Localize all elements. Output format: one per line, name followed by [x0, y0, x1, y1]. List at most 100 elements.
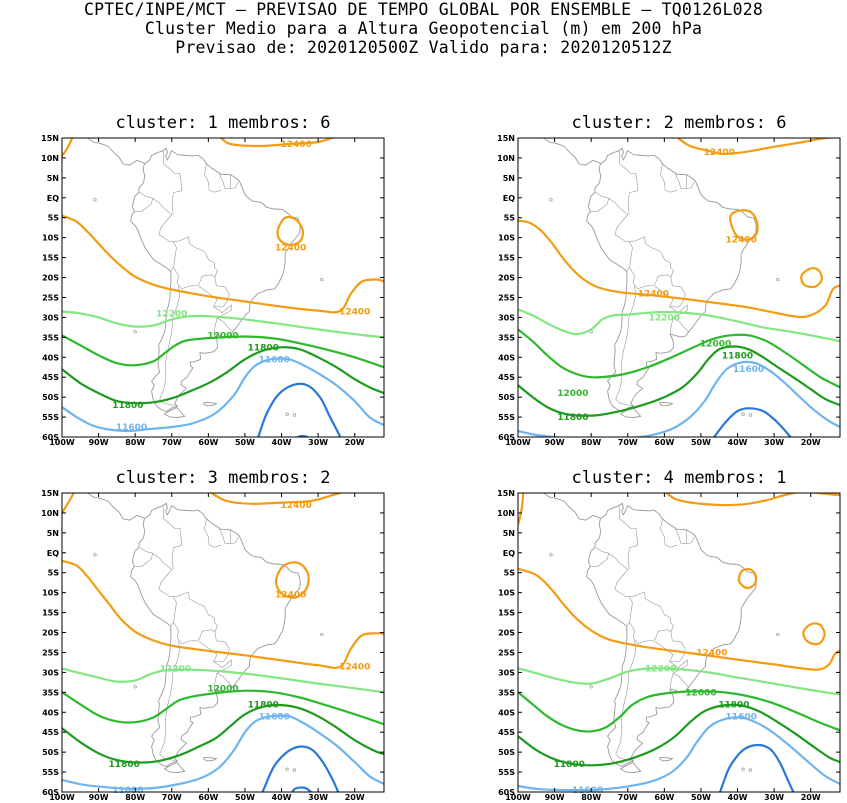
contour-label: 12400 [726, 236, 757, 246]
island-outline [285, 767, 289, 771]
island-outline [320, 277, 324, 282]
lon-tick-label: 30W [308, 438, 328, 447]
country-border [219, 173, 231, 189]
contour-line [518, 360, 840, 437]
contour-label: 11600 [259, 712, 290, 722]
island-outline [93, 553, 97, 557]
contour-label: 12400 [275, 591, 306, 601]
country-border [659, 518, 678, 548]
country-border [608, 552, 633, 627]
contour-line [62, 493, 75, 514]
island-outline [748, 768, 753, 772]
island-outline [292, 768, 297, 772]
lon-tick-label: 30W [308, 793, 328, 802]
lon-tick-label: 90W [89, 438, 109, 447]
caribbean-coastline [578, 493, 580, 494]
lat-tick-label: 5N [47, 174, 59, 183]
country-border [629, 622, 672, 645]
lon-tick-label: 50W [691, 793, 711, 802]
lat-tick-label: 30S [498, 668, 515, 677]
lon-tick-label: 60W [654, 793, 674, 802]
island-outline [741, 767, 745, 771]
country-border [198, 632, 230, 663]
lat-tick-label: 15N [41, 134, 59, 143]
lon-tick-label: 20W [345, 438, 365, 447]
lat-tick-label: 45S [42, 728, 59, 737]
contour-label: 11800 [554, 760, 585, 770]
lon-tick-label: 70W [618, 438, 638, 447]
country-border [618, 150, 639, 215]
caribbean-coastline [578, 138, 580, 139]
lat-tick-label: 25S [498, 293, 515, 302]
contour-line [62, 346, 384, 405]
map-frame [517, 492, 841, 793]
contour-line [518, 328, 840, 389]
lat-tick-label: 60S [42, 433, 59, 442]
country-border [629, 267, 672, 290]
country-border [159, 285, 181, 407]
lon-tick-label: 100W [49, 793, 75, 802]
lat-tick-label: 15S [498, 254, 515, 263]
country-border [213, 659, 233, 688]
contour-label: 12400 [281, 140, 312, 150]
lat-tick-label: 60S [498, 433, 515, 442]
country-border [686, 530, 695, 545]
contour-label: 11600 [116, 423, 147, 433]
country-border [669, 673, 674, 690]
island-outline [292, 413, 297, 417]
lat-tick-label: 40S [498, 708, 515, 717]
contour-label: 12400 [696, 648, 727, 658]
country-border [669, 659, 689, 688]
contour-line [518, 219, 840, 319]
country-border [615, 285, 637, 407]
island-outline [262, 438, 265, 441]
lat-tick-label: 55S [498, 413, 515, 422]
country-border [203, 518, 222, 548]
lat-tick-label: 20S [42, 629, 59, 638]
country-border [134, 191, 154, 212]
lat-tick-label: 25S [498, 648, 515, 657]
country-border [173, 236, 218, 278]
contour-line [800, 266, 823, 289]
contour-label: 12000 [557, 389, 588, 399]
lon-tick-label: 40W [728, 438, 748, 447]
lon-tick-label: 50W [691, 438, 711, 447]
lat-tick-label: 50S [42, 393, 59, 402]
contour-line [257, 382, 342, 437]
contour-label: 12200 [645, 664, 676, 674]
lat-tick-label: 10S [42, 234, 59, 243]
contour-label: 12000 [207, 684, 238, 694]
contour-label: 11800 [722, 351, 753, 361]
tierra-del-fuego-coastline [619, 762, 642, 773]
central-america-coastline [542, 493, 601, 521]
panel-4-title: cluster: 4 membros: 1 [571, 468, 787, 488]
country-border [675, 173, 687, 189]
lat-tick-label: 60S [42, 788, 59, 797]
contour-line [518, 493, 525, 526]
map-panel-2: 12400 12400 12400 12200 12000 11800 11600 12000… [497, 134, 841, 447]
contour-label: 12200 [160, 664, 191, 674]
contour-label: 12200 [649, 313, 680, 323]
contour-label: 12000 [207, 331, 238, 341]
contour-line [62, 667, 384, 694]
contour-label: 12400 [281, 501, 312, 511]
contour-line [518, 567, 840, 671]
lon-tick-label: 50W [235, 793, 255, 802]
country-border [152, 197, 177, 272]
contour-label: 12400 [339, 307, 370, 317]
lon-tick-label: 100W [505, 793, 531, 802]
lat-tick-label: 5N [47, 529, 59, 538]
lat-tick-label: 35S [498, 688, 515, 697]
panel-1-title: cluster: 1 membros: 6 [115, 113, 331, 133]
lat-tick-label: 40S [42, 353, 59, 362]
lat-tick-label: 25S [42, 648, 59, 657]
lat-tick-label: 15S [498, 609, 515, 618]
contour-label: 12400 [339, 662, 370, 672]
contour-line [276, 215, 305, 246]
contour-line [62, 703, 384, 764]
lat-tick-label: 45S [498, 728, 515, 737]
lon-tick-label: 20W [801, 438, 821, 447]
country-border [629, 236, 674, 278]
contour-label: 11600 [259, 355, 290, 365]
lat-tick-label: 10N [41, 154, 59, 163]
